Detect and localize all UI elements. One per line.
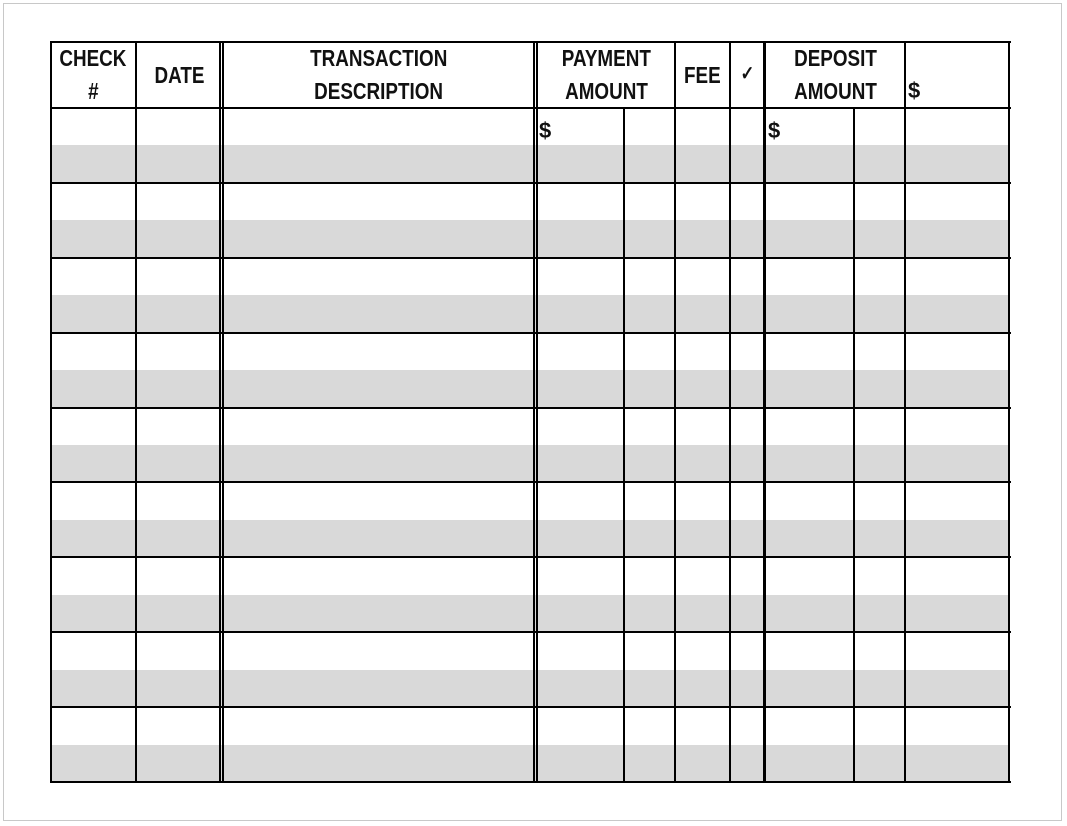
row-divider: [50, 556, 1011, 559]
table-row-stripe: [50, 370, 1009, 408]
column-divider: [674, 41, 676, 783]
header-deposit-line1: DEPOSIT: [794, 45, 877, 71]
row-divider: [50, 481, 1011, 484]
header-deposit-line2: AMOUNT: [794, 78, 877, 104]
table-row-stripe: [50, 594, 1009, 633]
header-payment-line1: PAYMENT: [561, 45, 651, 71]
column-divider: [853, 108, 855, 783]
table-row[interactable]: [50, 108, 1009, 183]
column-divider: [623, 108, 625, 783]
table-row[interactable]: [50, 333, 1009, 408]
row-divider: [50, 781, 1011, 783]
table-row-stripe: [50, 445, 1009, 483]
table-row[interactable]: [50, 557, 1009, 632]
table-row[interactable]: [50, 482, 1009, 557]
header-check-line1: CHECK: [59, 45, 127, 71]
table-row[interactable]: [50, 183, 1009, 258]
column-divider: [729, 41, 731, 783]
table-row-stripe: [50, 519, 1009, 558]
row-divider: [50, 107, 1011, 109]
checkmark-icon: ✓: [740, 63, 754, 85]
header-fee-label: FEE: [684, 61, 721, 88]
column-divider: [536, 41, 538, 783]
row-divider: [50, 331, 1011, 334]
table-row[interactable]: [50, 408, 1009, 483]
table-border-top: [50, 41, 1011, 43]
row-divider: [50, 706, 1011, 709]
row-divider: [50, 631, 1011, 634]
payment-currency-symbol: $: [539, 118, 552, 143]
header-payment-line2: AMOUNT: [564, 78, 648, 104]
column-divider: [763, 41, 766, 783]
table-row-stripe: [50, 220, 1009, 258]
column-divider: [533, 41, 535, 783]
row-divider: [50, 181, 1011, 184]
header-fee: FEE: [675, 42, 730, 108]
header-check-line2: #: [87, 78, 99, 104]
table-row-stripe: [50, 669, 1009, 708]
row-divider: [50, 406, 1011, 409]
table-row-stripe: [50, 145, 1009, 183]
header-balance-currency: $: [908, 78, 921, 103]
header-payment-amount: PAYMENT AMOUNT: [537, 42, 675, 108]
column-divider: [219, 41, 221, 783]
table-row[interactable]: [50, 632, 1009, 707]
column-divider: [222, 41, 224, 783]
header-description-line1: TRANSACTION: [309, 45, 448, 71]
header-check-number: CHECK #: [50, 42, 136, 108]
column-divider: [904, 41, 906, 783]
header-date: DATE: [136, 42, 222, 108]
header-date-label: DATE: [154, 61, 204, 88]
column-divider: [50, 41, 52, 783]
table-row[interactable]: [50, 707, 1009, 782]
column-divider: [1008, 41, 1010, 783]
header-description: TRANSACTION DESCRIPTION: [223, 42, 534, 108]
table-row[interactable]: [50, 258, 1009, 333]
table-row-stripe: [50, 295, 1009, 333]
deposit-currency-symbol: $: [768, 118, 781, 143]
table-row-stripe: [50, 744, 1009, 782]
header-deposit-amount: DEPOSIT AMOUNT: [766, 42, 905, 108]
header-cleared: ✓: [730, 42, 764, 108]
row-divider: [50, 256, 1011, 259]
column-divider: [135, 41, 137, 783]
header-description-line2: DESCRIPTION: [314, 78, 443, 104]
